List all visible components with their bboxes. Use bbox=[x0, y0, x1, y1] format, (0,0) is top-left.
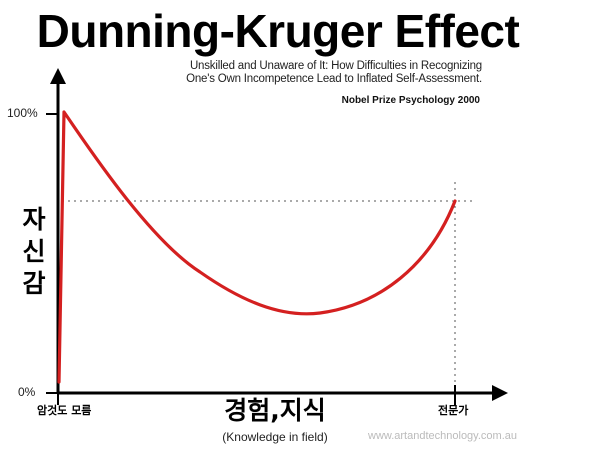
confidence-curve bbox=[57, 110, 457, 384]
x-tick-label-expert: 전문가 bbox=[438, 404, 469, 417]
x-tick-label-novice: 암것도 모름 bbox=[37, 404, 92, 417]
subtitle-line-1: Unskilled and Unaware of It: How Difficu… bbox=[189, 60, 482, 72]
y-axis-arrow-icon bbox=[50, 68, 66, 84]
x-axis-sublabel: (Knowledge in field) bbox=[222, 430, 328, 444]
y-label-char-2: 신 bbox=[22, 237, 46, 266]
chart-subtitle: Unskilled and Unaware of It: How Difficu… bbox=[186, 60, 482, 86]
source-credit: www.artandtechnology.com.au bbox=[368, 430, 517, 442]
y-tick-label-0: 0% bbox=[18, 385, 36, 399]
y-tick-label-100: 100% bbox=[7, 106, 38, 120]
x-axis-label: 경험,지식 bbox=[224, 396, 326, 425]
chart-title: Dunning-Kruger Effect bbox=[36, 5, 520, 57]
nobel-annotation: Nobel Prize Psychology 2000 bbox=[341, 95, 480, 106]
y-label-char-1: 자 bbox=[22, 205, 46, 234]
subtitle-line-2: One's Own Incompetence Lead to Inflated … bbox=[186, 73, 482, 85]
y-label-char-3: 감 bbox=[22, 269, 46, 298]
x-axis-arrow-icon bbox=[492, 385, 508, 401]
y-axis-label: 자 신 감 bbox=[19, 204, 49, 300]
